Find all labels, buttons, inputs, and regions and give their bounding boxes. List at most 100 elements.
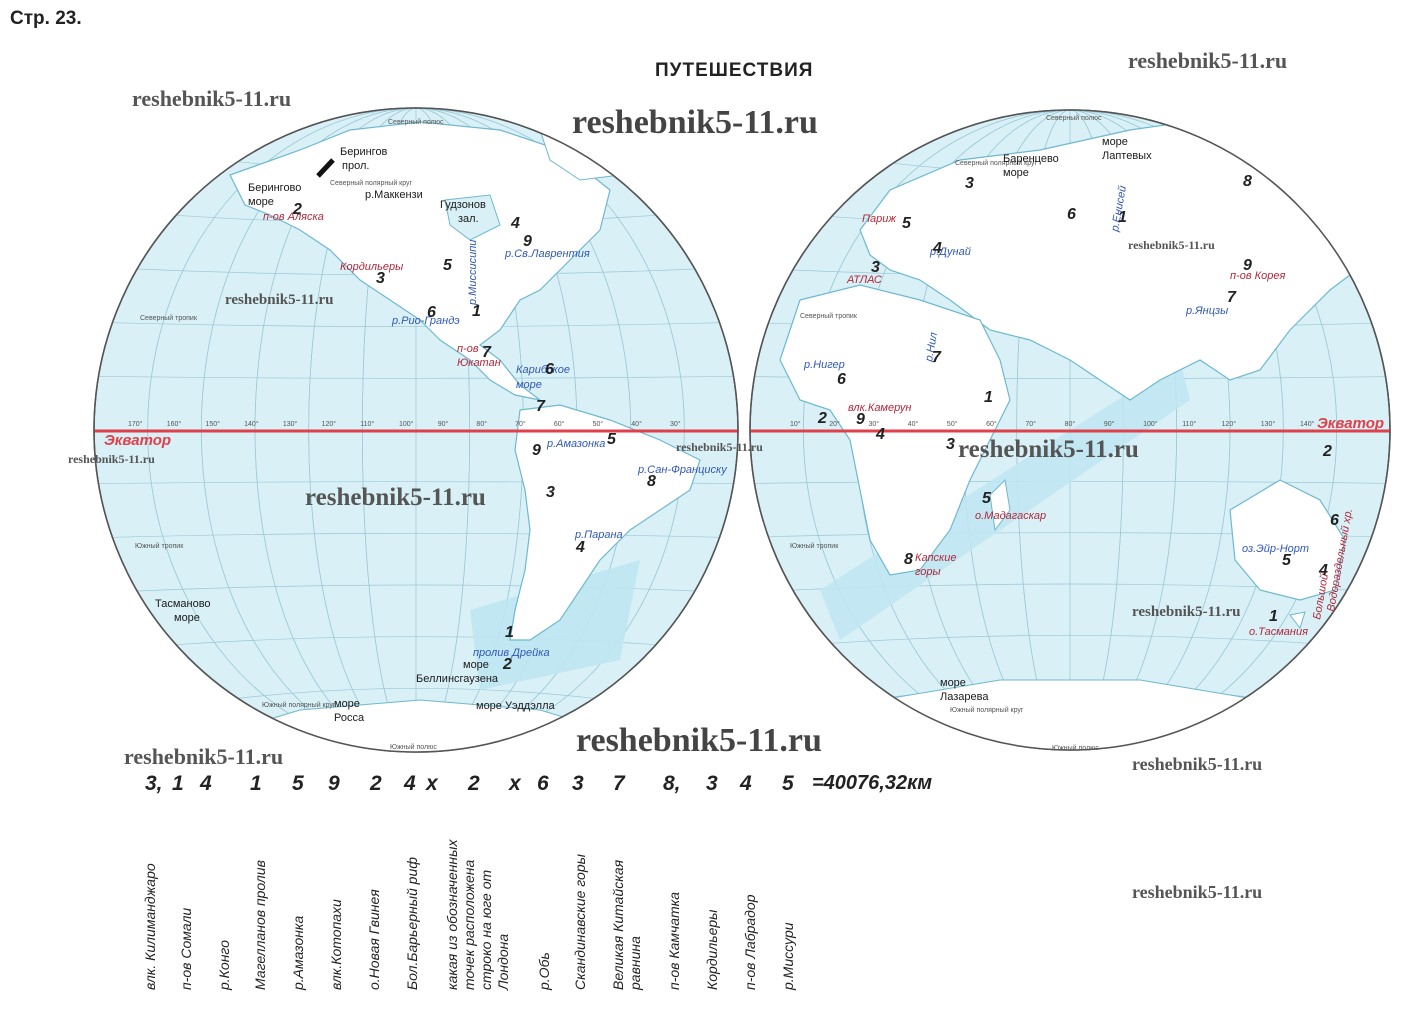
label-equator-east: Экватор [1317,415,1384,432]
longitude-label: 30° [868,420,879,428]
map-number-marker: 3 [965,175,974,192]
map-number-marker: 7 [482,344,492,361]
answer-value: 5 [782,772,794,795]
label-yucatan-2: Юкатан [457,357,501,369]
legend-item-label: п-ов Камчатка [666,891,682,990]
legend-item-label: Бол.Барьерный риф [404,857,420,990]
legend-item: о.Новая Гвинея [366,820,386,990]
longitude-label: 10° [790,420,801,428]
map-number-marker: 4 [932,240,942,257]
legend-item-label: р.Амазонка [290,915,306,990]
label-caribbean: Карибское [516,364,570,376]
legend-item: п-ов Лабрадор [742,820,762,991]
label-weddell: море Уэддэлла [476,700,555,712]
watermark: reshebnik5-11.ru [1128,48,1288,73]
page-number: Стр. 23. [10,8,82,29]
watermark: reshebnik5-11.ru [958,436,1139,463]
longitude-label: 100° [1143,420,1158,428]
label-madagascar: о.Мадагаскар [975,510,1046,522]
south-tropic-label: Южный тропик [135,542,184,550]
legend-item: Магелланов пролив [252,820,272,990]
longitude-label: 130° [283,420,298,428]
bering-strait-mark [316,158,335,178]
longitude-label: 50° [593,420,604,428]
north-pole-label-east: Северный полюс [1046,114,1102,122]
longitude-label: 120° [322,420,337,428]
map-number-marker: 2 [817,410,827,427]
watermark: reshebnik5-11.ru [1132,604,1241,620]
watermark: reshebnik5-11.ru [305,484,486,511]
label-st-lawrence: р.Св.Лаврентия [504,248,590,260]
watermark: reshebnik5-11.ru [1132,754,1263,774]
longitude-label: 140° [1300,420,1315,428]
label-cape-2: горы [915,566,941,578]
longitude-label: 70° [1025,420,1036,428]
map-number-marker: 6 [1067,206,1076,223]
longitude-label: 140° [244,420,259,428]
map-number-marker: 6 [427,304,436,321]
label-drake: пролив Дрейка [473,647,550,659]
label-lazarev: море [940,677,966,689]
north-pole-label: Северный полюс [388,118,444,126]
answer-row: 3, 1 4 1 5 9 2 4 х 2 х 6 3 7 8, 3 4 5 =40076,32км [0,772,1000,798]
map-number-marker: 3 [871,259,880,276]
legend-item-label: Магелланов пролив [252,860,268,990]
map-number-marker: 2 [292,201,302,218]
watermark: reshebnik5-11.ru [572,104,818,141]
label-yucatan: п-ов [457,343,479,355]
map-number-marker: 3 [946,436,955,453]
label-tasman-sea-2: море [174,612,200,624]
legend-item-label: п-ов Сомали [178,907,194,990]
longitude-label: 150° [205,420,220,428]
legend-item-label: Скандинавские горы [572,854,588,990]
longitude-label: 30° [670,420,681,428]
answer-value: 2 [468,772,480,795]
antarctic-circle-label: Южный полярный круг [262,701,336,709]
label-sao-francisco: р.Сан-Франциску [637,464,728,476]
longitude-label: 60° [554,420,565,428]
north-tropic-label-east: Северный тропик [800,312,858,320]
longitude-label: 20° [829,420,840,428]
map-number-marker: 2 [502,656,512,673]
answer-value: 1 [172,772,184,795]
label-lazarev-2: Лазарева [940,691,989,703]
label-korea: п-ов Корея [1230,270,1285,282]
longitude-label: 110° [360,420,374,428]
map-number-marker: 7 [536,398,546,415]
legend-item-label: р.Обь [536,952,552,990]
western-hemisphere: Северный полюс Южный полюс Северный поля… [93,107,739,753]
label-bellingshausen: море [463,659,489,671]
legend-item-label: какая из обозначенных точек расположена … [444,839,511,990]
answer-value: 3 [706,772,718,795]
map-number-marker: 8 [647,473,656,490]
map-number-marker: 9 [532,442,541,459]
longitude-label: 120° [1222,420,1237,428]
legend-item: Кордильеры [704,820,724,990]
longitude-label: 90° [438,420,449,428]
label-bering-sea: Берингово [248,182,301,194]
label-paris: Париж [862,213,896,225]
label-niger: р.Нигер [803,359,845,371]
south-america-landmass [509,404,701,641]
map-number-marker: 6 [837,371,846,388]
longitude-label: 90° [1104,420,1115,428]
map-number-marker: 2 [1322,443,1332,460]
arctic-circle-label-east: Северный полярный круг [955,159,1038,167]
legend-item-label: влк.Котопахи [328,899,344,990]
watermark: reshebnik5-11.ru [676,440,763,454]
map-number-marker: 4 [875,426,885,443]
label-bellingshausen-2: Беллинсгаузена [416,673,499,685]
label-ross-2: Росса [334,712,365,724]
map-number-marker: 5 [443,257,453,274]
legend-item: р.Амазонка [290,820,310,990]
map-number-marker: 5 [1282,552,1292,569]
label-nile: р.Нил [923,331,940,363]
answer-value: 4 [200,772,212,795]
legend-item: какая из обозначенных точек расположена … [444,820,511,990]
label-alaska: п-ов Аляска [263,211,324,223]
watermark: reshebnik5-11.ru [1128,238,1215,252]
map-number-marker: 4 [1318,562,1328,579]
answer-value: 3, [145,772,163,795]
legend-item-label: р.Миссури [780,922,796,990]
